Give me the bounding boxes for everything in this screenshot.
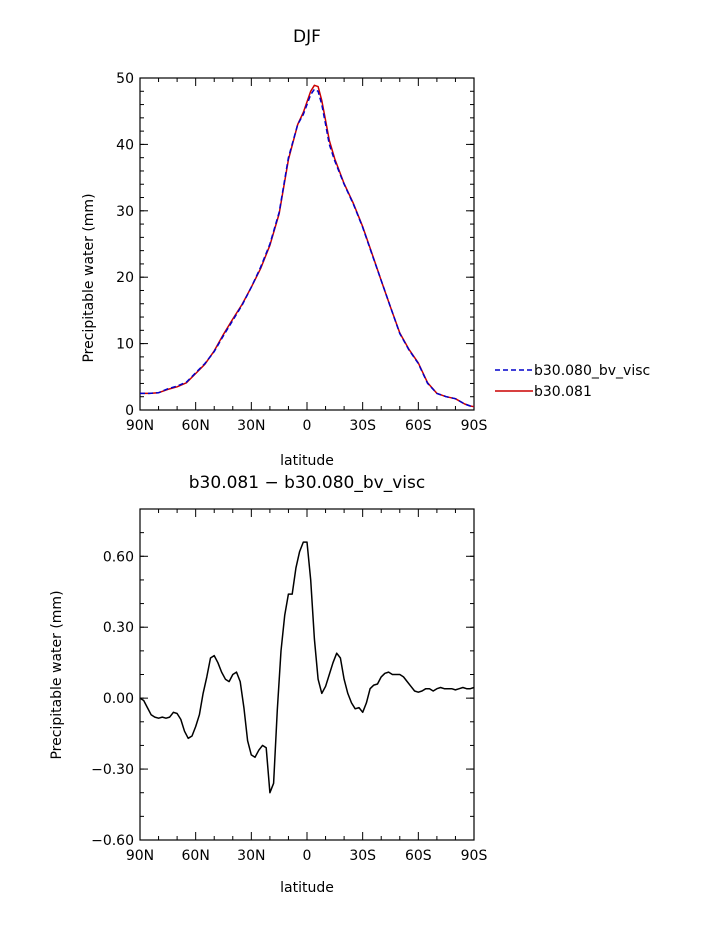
top-x-tick-label: 30N	[237, 418, 265, 434]
bottom-plot-frame	[139, 508, 475, 841]
bottom-x-tick-label: 30N	[237, 848, 265, 864]
top-x-tick-label: 90N	[126, 418, 154, 434]
legend-label-b30-081: b30.081	[534, 384, 592, 400]
top-x-axis-label: latitude	[280, 453, 334, 469]
bottom-series-line-difference	[139, 541, 475, 794]
top-x-tick-label: 60S	[405, 418, 432, 434]
bottom-y-tick-label: −0.60	[91, 833, 134, 849]
top-x-tick-label: 0	[303, 418, 312, 434]
bottom-x-tick-label: 30S	[349, 848, 376, 864]
top-y-tick-label: 30	[116, 204, 134, 220]
bottom-chart: b30.081 − b30.080_bv_visc 90N 60N 30N 0 30S 6…	[49, 473, 487, 896]
top-series-line-b30-080-bv-visc	[140, 88, 475, 408]
bottom-y-tick-label: 0.60	[103, 549, 134, 565]
top-plot-area: 90N 60N 30N 0 30S 60S 90S 0 10 20 30 40 50	[116, 71, 487, 434]
top-y-tick-label: 20	[116, 270, 134, 286]
bottom-y-axis-label: Precipitable water (mm)	[49, 590, 65, 759]
bottom-y-tick-label: −0.30	[91, 762, 134, 778]
top-plot-frame	[139, 77, 475, 411]
top-chart-title: DJF	[293, 27, 321, 47]
bottom-y-tick-label: 0.30	[103, 620, 134, 636]
top-series-line-b30-081	[140, 84, 475, 408]
top-chart: DJF 90N 60N 30N 0 30S 60S 90S 0 10 20 30 40 50 latit…	[81, 27, 650, 469]
top-y-tick-label: 40	[116, 137, 134, 153]
top-y-tick-label: 10	[116, 337, 134, 353]
bottom-x-tick-label: 60N	[182, 848, 210, 864]
bottom-x-tick-label: 60S	[405, 848, 432, 864]
top-x-tick-label: 60N	[182, 418, 210, 434]
bottom-x-tick-label: 0	[303, 848, 312, 864]
top-y-tick-label: 0	[125, 403, 134, 419]
bottom-x-tick-label: 90N	[126, 848, 154, 864]
top-x-tick-label: 30S	[349, 418, 376, 434]
bottom-x-tick-label: 90S	[461, 848, 488, 864]
top-y-tick-label: 50	[116, 71, 134, 87]
legend-label-b30-080-bv-visc: b30.080_bv_visc	[534, 363, 650, 379]
top-y-axis-label: Precipitable water (mm)	[81, 193, 97, 362]
top-x-tick-label: 90S	[461, 418, 488, 434]
legend: b30.080_bv_visc b30.081	[495, 363, 650, 400]
bottom-y-tick-label: 0.00	[103, 691, 134, 707]
bottom-plot-area: 90N 60N 30N 0 30S 60S 90S −0.60 −0.30 0.00 0.30 0.6…	[91, 508, 488, 864]
bottom-chart-title: b30.081 − b30.080_bv_visc	[189, 473, 425, 493]
bottom-x-axis-label: latitude	[280, 880, 334, 896]
